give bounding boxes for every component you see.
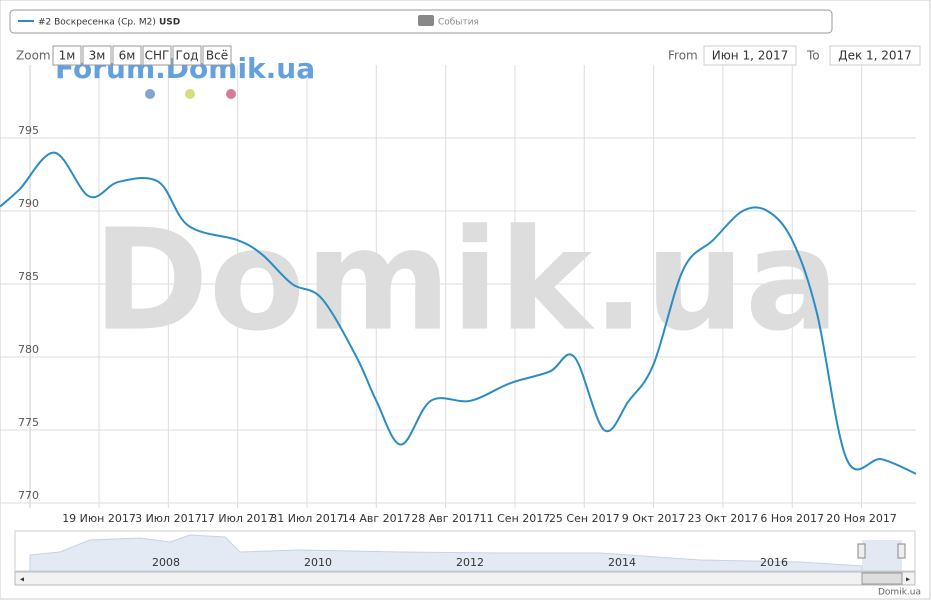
y-tick-label: 770 bbox=[18, 489, 39, 502]
navigator-selection[interactable] bbox=[862, 540, 902, 571]
x-tick-label: 25 Сен 2017 bbox=[549, 512, 620, 525]
x-tick-label: 19 Июн 2017 bbox=[62, 512, 136, 525]
legend-events[interactable]: События bbox=[438, 18, 479, 28]
to-input[interactable] bbox=[829, 45, 921, 66]
scrollbar[interactable] bbox=[14, 571, 916, 586]
navigator-label: 2014 bbox=[608, 556, 636, 569]
from-label: From bbox=[668, 49, 698, 63]
navigator-label: 2010 bbox=[304, 556, 332, 569]
dot bbox=[145, 89, 155, 99]
x-tick-label: 3 Июл 2017 bbox=[135, 512, 202, 525]
zoom-label: Zoom bbox=[16, 49, 51, 63]
x-tick-label: 6 Ноя 2017 bbox=[760, 512, 824, 525]
y-tick-label: 775 bbox=[18, 416, 39, 429]
dot bbox=[226, 89, 236, 99]
scrollbar-thumb[interactable] bbox=[861, 572, 903, 585]
zoom-button[interactable] bbox=[172, 45, 202, 66]
scroll-left[interactable]: ◂ bbox=[20, 575, 24, 584]
scroll-right[interactable]: ▸ bbox=[906, 575, 910, 584]
navigator-label: 2016 bbox=[760, 556, 788, 569]
x-tick-label: 28 Авг 2017 bbox=[411, 512, 480, 525]
from-value: Июн 1, 2017 bbox=[712, 49, 789, 63]
zoom-button[interactable] bbox=[202, 45, 232, 66]
zoom-button[interactable] bbox=[52, 45, 82, 66]
credit: Domik.ua bbox=[878, 588, 921, 598]
y-tick-label: 790 bbox=[18, 197, 39, 210]
zoom-button[interactable] bbox=[112, 45, 142, 66]
x-tick-label: 31 Июл 2017 bbox=[270, 512, 344, 525]
navigator-label: 2008 bbox=[152, 556, 180, 569]
zoom-button[interactable] bbox=[142, 45, 172, 66]
dot bbox=[185, 89, 195, 99]
to-value: Дек 1, 2017 bbox=[838, 49, 912, 63]
zoom-button-label: СНГ bbox=[145, 49, 170, 63]
x-tick-label: 23 Окт 2017 bbox=[688, 512, 759, 525]
to-label: To bbox=[806, 49, 820, 63]
legend-item[interactable]: #2 Воскресенка (Ср. М2) bbox=[38, 18, 156, 28]
legend-unit: USD bbox=[159, 18, 180, 28]
watermark: Domik.ua bbox=[93, 200, 840, 363]
x-tick-label: 20 Ноя 2017 bbox=[826, 512, 897, 525]
zoom-button-label: 3м bbox=[89, 49, 106, 63]
nav-handle[interactable] bbox=[857, 543, 866, 559]
zoom-button-label: 1м bbox=[59, 49, 76, 63]
y-tick-label: 780 bbox=[18, 343, 39, 356]
zoom-button[interactable] bbox=[82, 45, 112, 66]
zoom-button-label: 6м bbox=[119, 49, 136, 63]
x-tick-label: 11 Сен 2017 bbox=[480, 512, 551, 525]
events-swatch bbox=[418, 15, 434, 26]
x-tick-label: 9 Окт 2017 bbox=[622, 512, 686, 525]
x-tick-label: 14 Авг 2017 bbox=[342, 512, 411, 525]
series-line bbox=[0, 151, 917, 475]
x-tick-label: 17 Июл 2017 bbox=[201, 512, 275, 525]
y-tick-label: 795 bbox=[18, 124, 39, 137]
nav-handle[interactable] bbox=[897, 543, 906, 559]
y-tick-label: 785 bbox=[18, 270, 39, 283]
zoom-button-label: Всё bbox=[206, 49, 228, 63]
from-input[interactable] bbox=[703, 45, 797, 66]
navigator-label: 2012 bbox=[456, 556, 484, 569]
zoom-button-label: Год bbox=[176, 49, 199, 63]
